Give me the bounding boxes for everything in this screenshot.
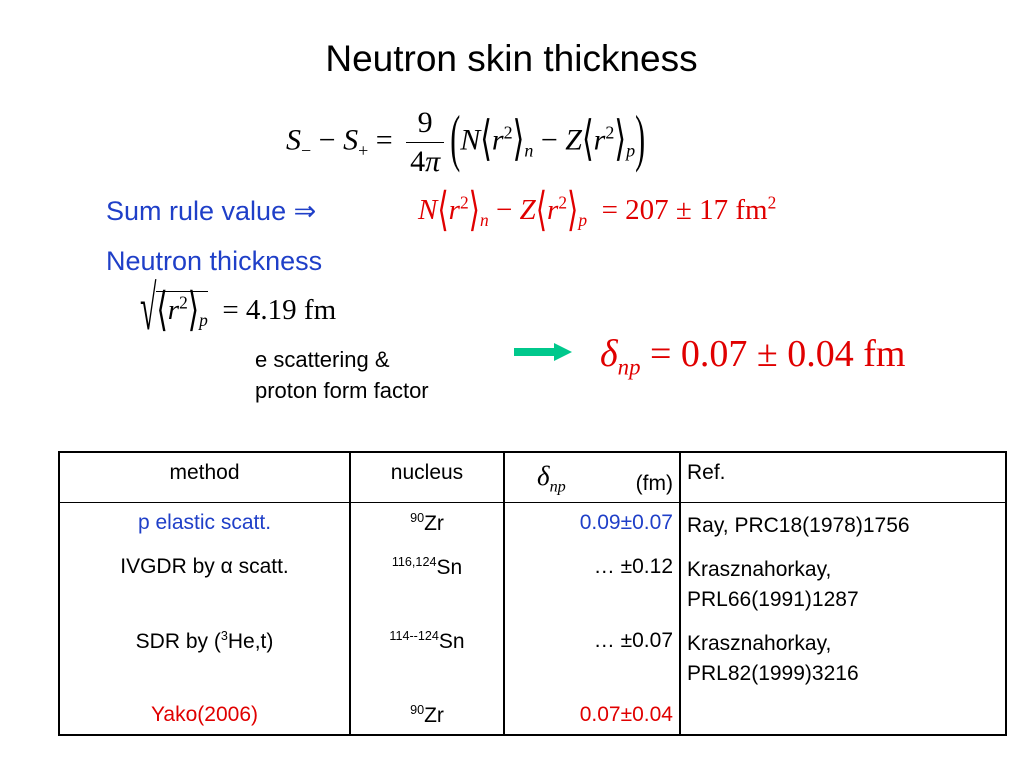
table-row: Yako(2006) 90Zr 0.07±0.04 [58,695,1007,737]
comparison-table: method nucleus δnp (fm) Ref. p elastic s… [58,451,1007,737]
table-row: SDR by (3He,t) 114--124Sn … ±0.07 Kraszn… [58,621,1007,696]
header-ref: Ref. [679,451,1007,504]
delta-cell: 0.09±0.07 [503,502,681,548]
source-note: e scattering & proton form factor [255,344,429,406]
header-nucleus: nucleus [349,451,505,504]
ref-cell: Krasznahorkay, PRL66(1991)1287 [679,547,1007,622]
ref-cell: Krasznahorkay, PRL82(1999)3216 [679,621,1007,696]
nucleus-cell: 116,124Sn [349,547,505,622]
note-line-1: e scattering & [255,347,390,372]
delta-cell: … ±0.07 [503,621,681,696]
table-row: IVGDR by α scatt. 116,124Sn … ±0.12 Kras… [58,547,1007,622]
right-arrow-icon [514,343,572,361]
page-title: Neutron skin thickness [325,38,698,79]
delta-cell: 0.07±0.04 [503,695,681,737]
ref-cell: Ray, PRC18(1978)1756 [679,502,1007,548]
header-delta: δnp (fm) [503,451,681,504]
header-delta-unit: (fm) [635,472,673,496]
sum-rule-equation: S− − S+ = 9 4π (N⟨r2⟩n − Z⟨r2⟩p) [286,104,646,179]
result-equation: δnp = 0.07 ± 0.04 fm [600,333,906,380]
fraction: 9 4π [406,106,445,179]
header-method: method [58,451,351,504]
method-cell: SDR by (3He,t) [58,621,351,696]
delta-cell: … ±0.12 [503,547,681,622]
note-line-2: proton form factor [255,378,429,403]
table-header-row: method nucleus δnp (fm) Ref. [58,451,1007,504]
sum-rule-label: Sum rule value ⇒ [106,196,317,226]
nucleus-cell: 90Zr [349,695,505,737]
ref-cell [679,695,1007,737]
method-cell: Yako(2006) [58,695,351,737]
nucleus-cell: 114--124Sn [349,621,505,696]
neutron-thickness-label: Neutron thickness [106,246,323,276]
proton-radius-equation: √⟨r2⟩p = 4.19 fm [140,274,337,344]
table-row: p elastic scatt. 90Zr 0.09±0.07 Ray, PRC… [58,502,1007,548]
nucleus-cell: 90Zr [349,502,505,548]
method-cell: p elastic scatt. [58,502,351,548]
method-cell: IVGDR by α scatt. [58,547,351,622]
sum-rule-value-equation: N⟨r2⟩n − Z⟨r2⟩p = 207 ± 17 fm2 [418,181,777,237]
